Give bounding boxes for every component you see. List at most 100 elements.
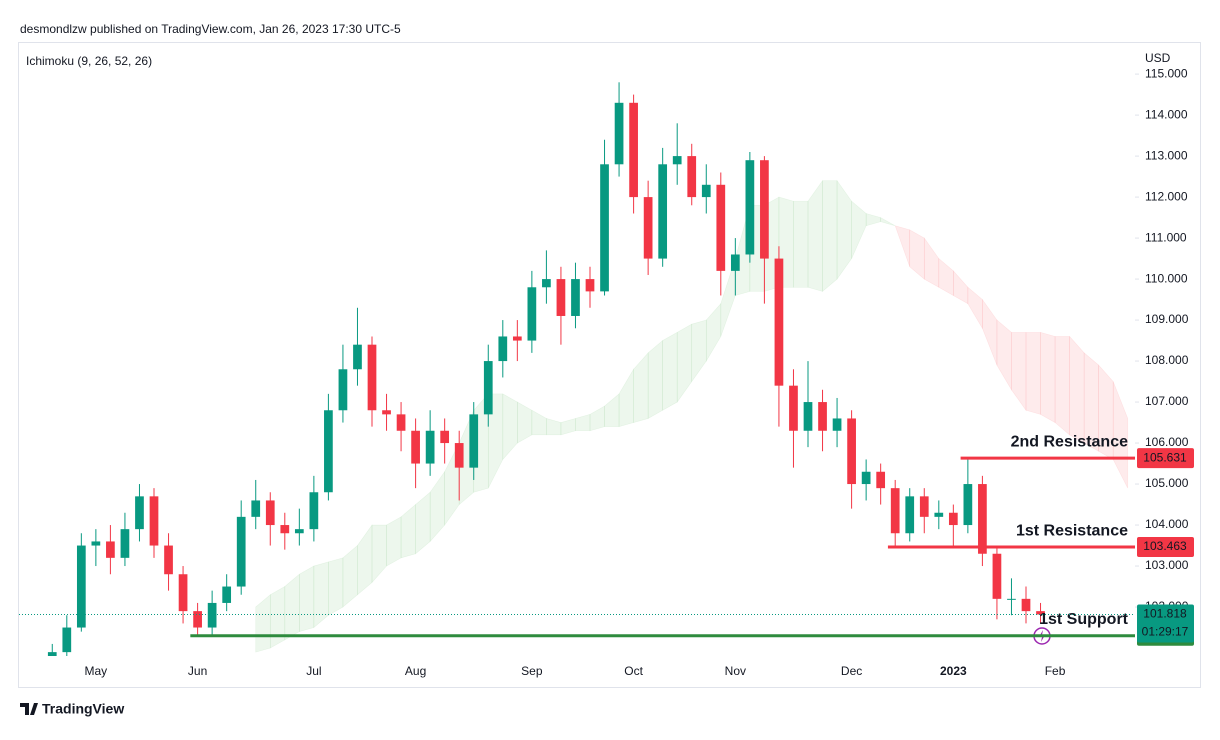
cloud-segment <box>342 544 358 608</box>
candle-body <box>1036 611 1045 615</box>
candle-body <box>861 471 871 485</box>
cloud-segment <box>517 401 533 444</box>
candle-body <box>120 529 130 558</box>
indicator-label: Ichimoku (9, 26, 52, 26) <box>26 54 152 68</box>
cloud-segment <box>255 594 271 653</box>
cloud-segment <box>793 200 809 288</box>
candle-body <box>716 184 726 271</box>
cloud-segment <box>502 393 518 461</box>
candle-body <box>149 496 159 546</box>
candle-body <box>454 443 464 468</box>
candle-body <box>222 586 232 603</box>
y-tick-label: 112.000 <box>1145 189 1188 203</box>
candle-body <box>135 496 144 530</box>
candle-body <box>803 402 813 431</box>
y-tick-label: 108.000 <box>1145 353 1189 367</box>
footer-text: TradingView <box>42 701 124 717</box>
candle-body <box>876 471 886 489</box>
cloud-segment <box>851 200 867 259</box>
x-tick-label: 2023 <box>940 664 967 678</box>
x-tick-label: Dec <box>841 664 862 678</box>
y-tick-label: 115.000 <box>1145 66 1188 80</box>
candle-body <box>556 279 566 316</box>
candle-body <box>1007 598 1016 600</box>
cloud-segment <box>996 319 1012 391</box>
candle-body <box>789 385 798 431</box>
candle-body <box>382 410 391 415</box>
candle-body <box>760 160 769 259</box>
cloud-segment <box>662 331 678 411</box>
candle-body <box>701 184 711 198</box>
y-tick-label: 111.000 <box>1145 230 1187 244</box>
y-tick-label: 104.000 <box>1145 517 1189 531</box>
candle-body <box>309 492 319 530</box>
cloud-segment <box>560 418 576 436</box>
candle-body <box>425 430 435 464</box>
level-tag-label: 103.463 <box>1143 539 1187 553</box>
candle-body <box>483 361 493 415</box>
x-tick-label: Jun <box>188 664 207 678</box>
cloud-segment <box>415 491 431 555</box>
candle-body <box>353 344 362 370</box>
plot-area <box>47 82 1129 656</box>
cloud-segment <box>1069 335 1085 444</box>
x-tick-label: May <box>85 664 108 678</box>
candle-body <box>324 410 333 493</box>
y-tick-label: 105.000 <box>1145 476 1189 490</box>
candle-body <box>919 496 929 517</box>
cloud-segment <box>589 405 605 432</box>
x-tick-label: Oct <box>624 664 643 678</box>
y-tick-label: 107.000 <box>1145 394 1189 408</box>
candle-body <box>730 254 740 271</box>
candle-body <box>585 279 595 292</box>
candle-body <box>367 344 377 411</box>
level-tag <box>1137 448 1194 469</box>
candle-body <box>658 164 668 259</box>
candle-body <box>600 164 609 292</box>
cloud-segment <box>575 413 591 432</box>
candle-body <box>178 574 188 612</box>
candle-body <box>905 496 915 534</box>
candle-body <box>629 102 638 198</box>
y-tick-label: 114.000 <box>1145 107 1188 121</box>
cloud-segment <box>531 409 547 436</box>
cloud-segment <box>953 270 969 305</box>
candle-body <box>236 516 246 587</box>
cloud-segment <box>633 352 649 423</box>
candle-body <box>294 529 304 534</box>
candle-body <box>963 484 973 526</box>
current-price-tag <box>1137 604 1194 643</box>
candle-body <box>890 488 900 534</box>
cloud-segment <box>313 561 329 629</box>
candle-body <box>774 258 784 386</box>
footer-logo: TradingView <box>20 701 124 717</box>
y-tick-label: 103.000 <box>1145 558 1189 572</box>
header: desmondlzw published on TradingView.com,… <box>20 22 401 36</box>
candle-body <box>91 541 101 546</box>
x-tick-label: Feb <box>1045 664 1066 678</box>
cloud-segment <box>328 557 344 616</box>
candle-body <box>280 525 290 534</box>
cloud-segment <box>923 237 940 288</box>
cloud-segment <box>647 339 663 419</box>
cloud-segment <box>865 213 881 227</box>
cloud-segment <box>691 319 707 383</box>
candle-body <box>498 336 508 362</box>
x-tick-label: Nov <box>725 664 746 678</box>
cloud-segment <box>487 393 504 489</box>
cloud-segment <box>546 418 562 436</box>
level-label: 2nd Resistance <box>1011 433 1128 450</box>
currency: USD <box>1145 51 1171 65</box>
level-tag-label: 105.631 <box>1143 450 1187 464</box>
cloud-segment <box>284 573 300 641</box>
cloud-segment <box>807 179 823 292</box>
y-tick-label: 106.000 <box>1145 435 1189 449</box>
cloud-segment <box>299 565 315 633</box>
candle-body <box>978 484 987 554</box>
candle-body <box>512 336 522 341</box>
candle-body <box>469 414 479 468</box>
candle-body <box>643 197 653 259</box>
candle-body <box>847 418 856 485</box>
level-tag <box>1137 537 1194 558</box>
